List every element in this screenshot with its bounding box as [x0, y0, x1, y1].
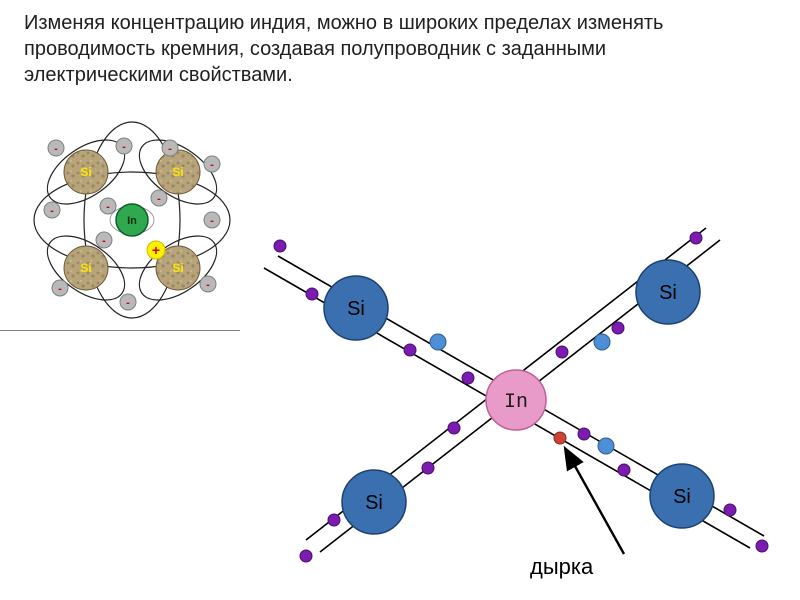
- hole-group: +: [147, 241, 165, 259]
- svg-text:+: +: [152, 242, 160, 258]
- svg-text:Si: Si: [365, 492, 383, 514]
- intro-paragraph: Изменяя концентрацию индия, можно в широ…: [24, 10, 664, 88]
- svg-text:Si: Si: [172, 165, 183, 179]
- svg-text:Si: Si: [80, 261, 91, 275]
- svg-text:Si: Si: [172, 261, 183, 275]
- svg-text:-: -: [58, 283, 62, 295]
- svg-text:-: -: [157, 193, 161, 205]
- divider-line: [0, 330, 240, 331]
- svg-text:-: -: [126, 297, 130, 309]
- svg-text:Si: Si: [80, 165, 91, 179]
- svg-text:-: -: [102, 235, 106, 247]
- svg-text:Si: Si: [347, 298, 365, 320]
- hole-arrow: [566, 450, 624, 554]
- hole-dot-group: [554, 432, 566, 444]
- svg-text:-: -: [206, 279, 210, 291]
- svg-text:In: In: [504, 391, 528, 414]
- in-atom-group-right: In: [486, 370, 546, 430]
- in-atom-group: In: [110, 204, 154, 236]
- svg-text:-: -: [210, 159, 214, 171]
- svg-text:-: -: [210, 215, 214, 227]
- svg-text:In: In: [127, 215, 137, 227]
- orbital-diagram: Si Si Si Si In - - - - - - - - - - - - +: [16, 120, 236, 320]
- svg-text:Si: Si: [673, 486, 691, 508]
- svg-text:-: -: [54, 143, 58, 155]
- svg-text:-: -: [122, 141, 126, 153]
- svg-text:Si: Si: [659, 282, 677, 304]
- hole-label: дырка: [530, 554, 594, 579]
- svg-text:-: -: [168, 143, 172, 155]
- svg-text:-: -: [50, 205, 54, 217]
- bond-diagram: Si Si Si Si In дырка: [250, 200, 780, 590]
- svg-text:-: -: [106, 201, 110, 213]
